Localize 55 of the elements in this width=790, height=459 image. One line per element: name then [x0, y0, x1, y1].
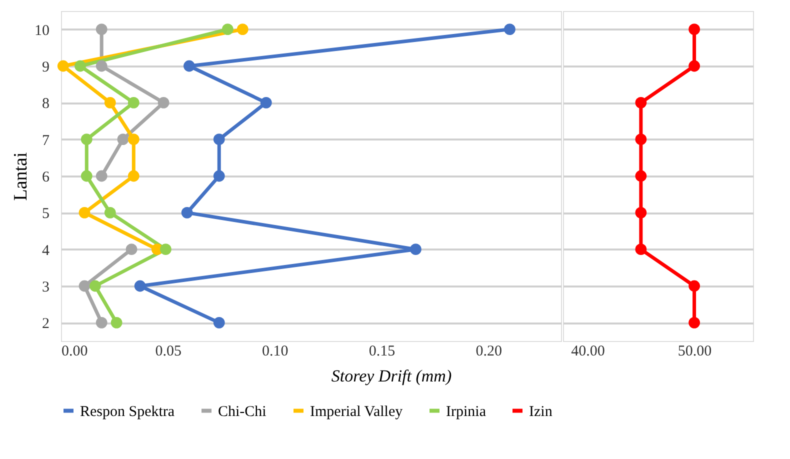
legend-label: Chi-Chi: [218, 404, 266, 420]
x-tick-label: 0.15: [368, 344, 396, 360]
point: [74, 60, 86, 72]
point: [80, 170, 92, 182]
point: [181, 206, 193, 218]
y-tick-label: 3: [42, 280, 50, 296]
point: [89, 280, 101, 292]
point: [117, 134, 129, 146]
point: [110, 316, 122, 328]
x-tick-label: 50.00: [678, 344, 712, 360]
x-axis-title: Storey Drift (mm): [331, 366, 452, 386]
legend-label: Irpinia: [446, 404, 486, 420]
point: [160, 244, 172, 256]
legend-label: Imperial Valley: [310, 404, 404, 420]
y-tick-label: 2: [42, 316, 50, 332]
point: [57, 60, 69, 72]
point: [128, 134, 140, 146]
point: [126, 244, 138, 256]
y-tick-label: 9: [42, 60, 50, 76]
y-tick-label: 5: [42, 206, 50, 222]
x-tick-label: 0.05: [155, 344, 182, 360]
point: [80, 134, 92, 146]
point: [78, 206, 90, 218]
point: [222, 24, 234, 36]
point: [213, 134, 225, 146]
point: [504, 24, 516, 36]
x-tick-label: 0.10: [262, 344, 288, 360]
y-tick-label: 4: [42, 242, 50, 259]
point: [104, 96, 116, 108]
point: [96, 170, 108, 182]
point: [158, 96, 170, 108]
legend-label: Izin: [529, 404, 553, 420]
x-tick-label: 0.00: [62, 344, 88, 360]
point: [134, 280, 146, 292]
point: [96, 316, 108, 328]
point: [260, 96, 272, 108]
point: [104, 206, 116, 218]
point: [128, 170, 140, 182]
x-tick-label: 40.00: [571, 344, 605, 360]
point: [78, 280, 90, 292]
point: [213, 170, 225, 182]
y-tick-label: 8: [42, 96, 50, 112]
y-axis-title: Lantai: [10, 152, 32, 201]
point: [128, 96, 140, 108]
y-tick-label: 7: [42, 132, 50, 149]
y-tick-label: 6: [42, 170, 50, 186]
point: [213, 316, 225, 328]
y-tick-label: 10: [34, 22, 50, 39]
legend-label: Respon Spektra: [80, 404, 175, 420]
point: [236, 24, 248, 36]
point: [96, 60, 108, 72]
point: [96, 24, 108, 36]
x-tick-label: 0.20: [476, 344, 502, 360]
point: [410, 244, 422, 256]
point: [184, 60, 195, 72]
